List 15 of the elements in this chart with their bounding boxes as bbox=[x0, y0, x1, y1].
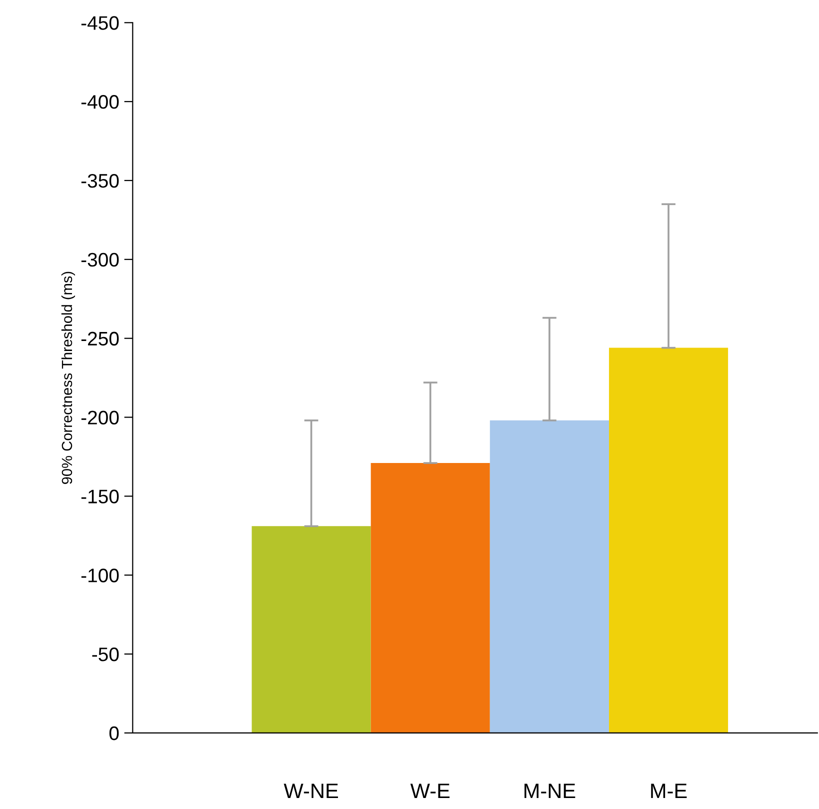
y-tick-label: -50 bbox=[92, 648, 119, 662]
y-axis-title: 90% Correctness Threshold (ms) bbox=[61, 272, 76, 484]
y-tick-label: -350 bbox=[81, 174, 119, 188]
y-tick-label: -100 bbox=[81, 568, 119, 582]
y-tick-label: -150 bbox=[81, 490, 119, 504]
y-tick-label: -250 bbox=[81, 332, 119, 346]
x-tick-label: M-E bbox=[651, 784, 687, 798]
x-tick-label: W-E bbox=[410, 784, 450, 798]
y-tick-label: -200 bbox=[81, 410, 119, 424]
x-tick-label: M-NE bbox=[524, 784, 576, 798]
y-tick-label: -450 bbox=[81, 16, 119, 30]
y-tick-label: -400 bbox=[81, 95, 119, 109]
y-tick-label: -300 bbox=[81, 252, 119, 267]
y-tick-label: 0 bbox=[109, 726, 119, 740]
x-tick-label: W-NE bbox=[284, 784, 338, 798]
